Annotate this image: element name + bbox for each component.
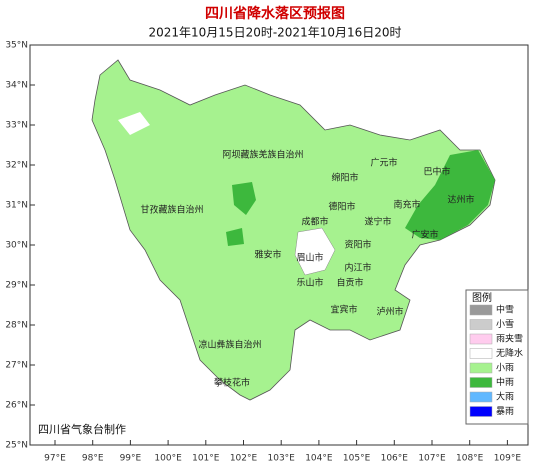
legend-label: 暴雨 [496, 406, 514, 417]
legend-swatch [469, 333, 493, 345]
place-label: 德阳市 [328, 201, 355, 213]
place-label: 成都市 [301, 216, 328, 228]
legend-label: 雨夹雪 [496, 333, 523, 345]
place-label: 凉山彝族自治州 [198, 339, 261, 351]
moderate-rain-area [405, 150, 495, 240]
province-area [91, 59, 496, 401]
place-label: 南充市 [393, 199, 420, 211]
lat-tick-label: 28°N [5, 321, 28, 331]
place-label: 巴中市 [423, 166, 450, 178]
lat-tick-label: 34°N [5, 81, 28, 91]
lon-tick-label: 107°E [418, 454, 446, 464]
legend-label: 大雨 [496, 391, 514, 403]
place-label: 雅安市 [254, 249, 281, 261]
place-label: 宜宾市 [330, 304, 357, 316]
no-rain-area [118, 112, 150, 135]
no-rain-area [294, 227, 336, 276]
lon-tick-label: 105°E [343, 454, 371, 464]
place-label: 攀枝花市 [214, 377, 250, 389]
place-label: 阿坝藏族羌族自治州 [222, 149, 303, 161]
legend-label: 中雪 [496, 304, 514, 316]
lon-tick-label: 101°E [192, 454, 220, 464]
lon-tick-label: 108°E [456, 454, 484, 464]
legend-swatch [469, 304, 493, 316]
lon-tick-label: 100°E [154, 454, 182, 464]
lat-tick-label: 30°N [5, 241, 28, 251]
legend-label: 无降水 [496, 347, 523, 359]
legend-label: 中雨 [496, 376, 514, 388]
legend-swatch [469, 362, 493, 374]
legend-label: 小雪 [496, 319, 514, 330]
place-label: 甘孜藏族自治州 [140, 204, 203, 216]
legend-swatch [469, 319, 493, 330]
lat-tick-label: 32°N [5, 161, 28, 171]
place-label: 绵阳市 [331, 172, 358, 184]
lon-tick-label: 104°E [305, 454, 333, 464]
legend-label: 小雨 [496, 363, 514, 374]
place-label: 广安市 [411, 229, 438, 241]
lon-tick-label: 106°E [381, 454, 409, 464]
lon-tick-label: 103°E [268, 454, 296, 464]
lon-tick-label: 99°E [120, 454, 142, 464]
subtitle: 2021年10月15日20时-2021年10月16日20时 [148, 26, 401, 40]
legend-swatch [469, 406, 493, 417]
lat-tick-label: 31°N [5, 201, 28, 211]
lat-tick-label: 27°N [5, 361, 28, 371]
place-label: 内江市 [344, 262, 371, 274]
legend-title: 图例 [472, 291, 492, 304]
place-label: 广元市 [370, 157, 397, 169]
lat-tick-label: 25°N [5, 441, 28, 451]
place-label: 达州市 [447, 194, 474, 206]
place-label: 遂宁市 [364, 216, 391, 228]
place-label: 乐山市 [296, 277, 323, 289]
lat-tick-label: 33°N [5, 121, 28, 131]
lon-tick-label: 97°E [44, 454, 66, 464]
lat-tick-label: 29°N [5, 281, 28, 291]
moderate-rain-area [226, 182, 256, 246]
place-label: 资阳市 [344, 239, 371, 251]
lat-tick-label: 26°N [5, 401, 28, 411]
legend-swatch [469, 348, 493, 359]
place-label: 眉山市 [296, 252, 323, 264]
title: 四川省降水落区预报图 [205, 5, 345, 22]
place-label: 泸州市 [376, 306, 403, 318]
lon-tick-label: 102°E [230, 454, 258, 464]
legend-swatch [469, 377, 493, 388]
place-label: 自贡市 [336, 277, 363, 289]
legend-swatch [469, 391, 493, 403]
lon-tick-label: 98°E [82, 454, 104, 464]
credit: 四川省气象台制作 [38, 422, 126, 436]
lat-tick-label: 35°N [5, 41, 28, 51]
lon-tick-label: 109°E [494, 454, 522, 464]
